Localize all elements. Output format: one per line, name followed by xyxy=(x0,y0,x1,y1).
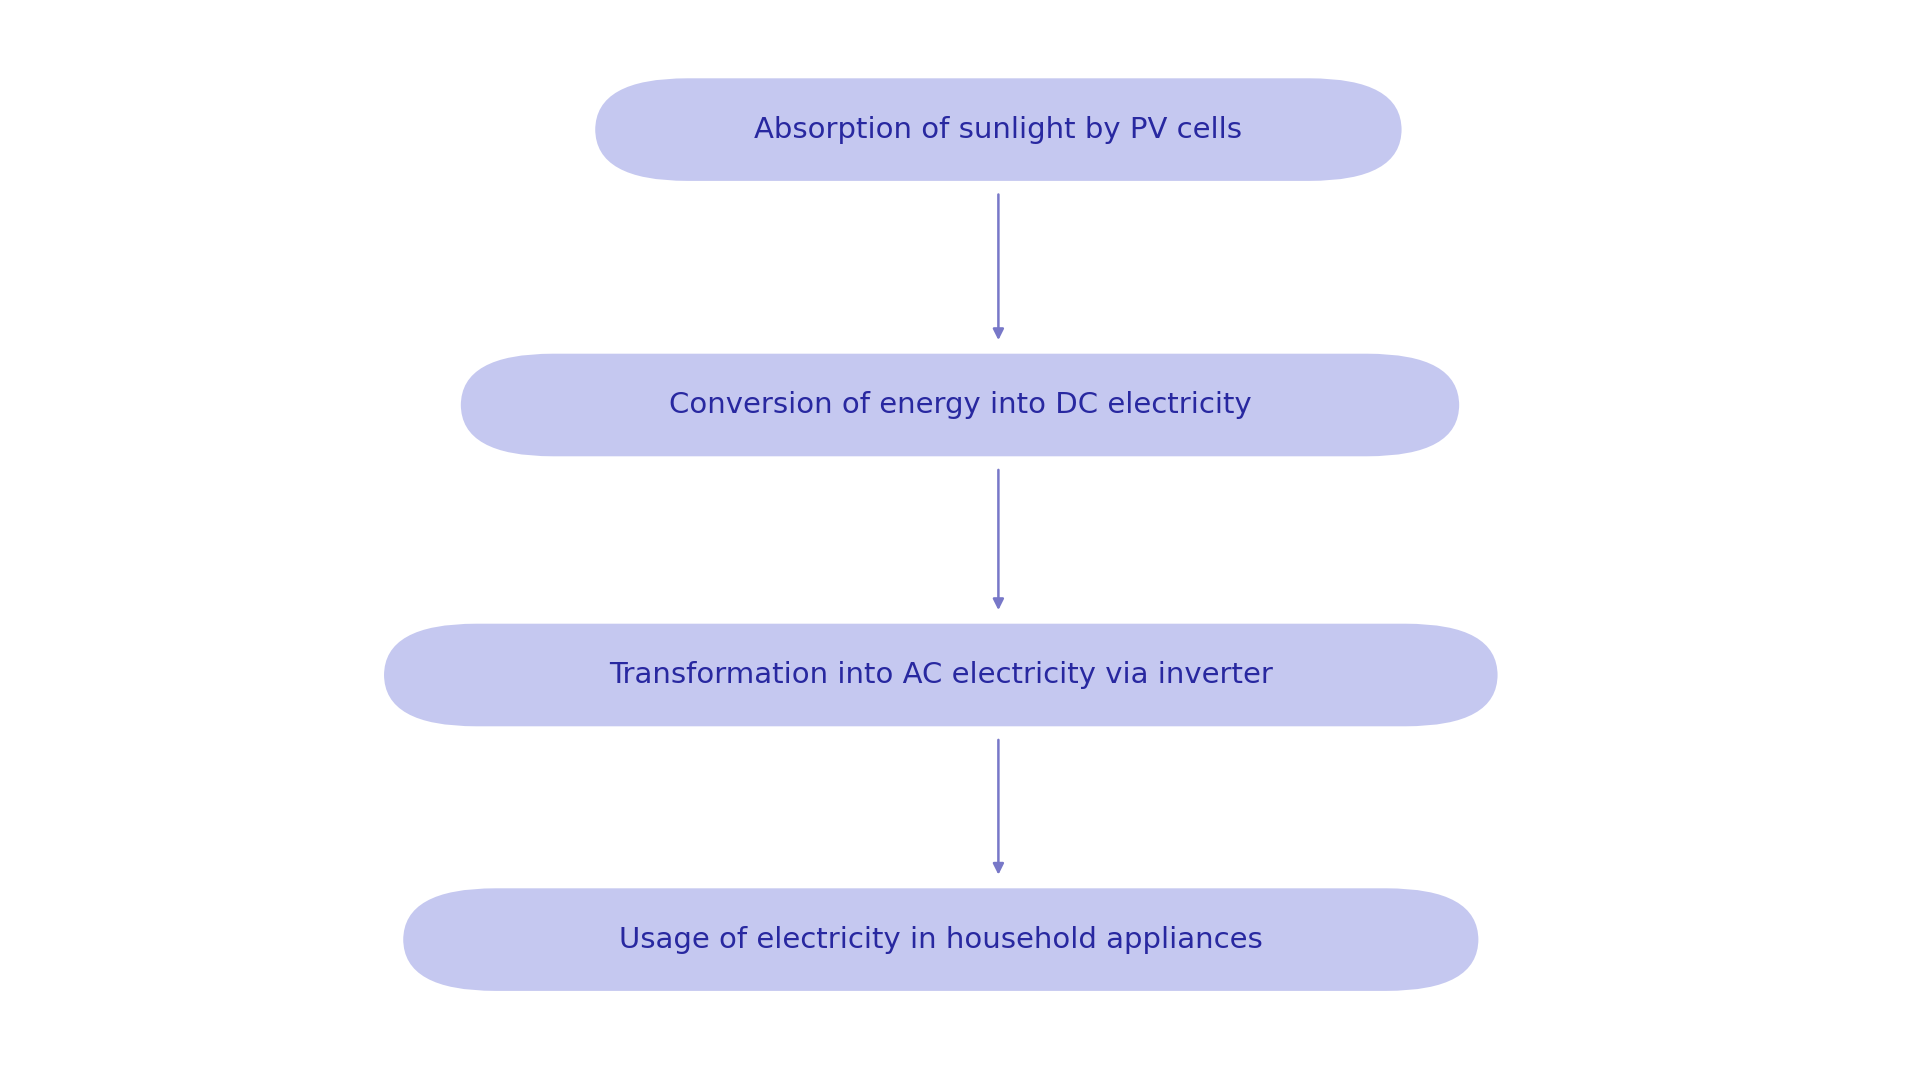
Text: Absorption of sunlight by PV cells: Absorption of sunlight by PV cells xyxy=(755,116,1242,144)
FancyBboxPatch shape xyxy=(403,888,1478,991)
FancyBboxPatch shape xyxy=(595,78,1402,180)
FancyBboxPatch shape xyxy=(461,354,1459,456)
Text: Transformation into AC electricity via inverter: Transformation into AC electricity via i… xyxy=(609,661,1273,689)
Text: Usage of electricity in household appliances: Usage of electricity in household applia… xyxy=(618,926,1263,954)
Text: Conversion of energy into DC electricity: Conversion of energy into DC electricity xyxy=(668,391,1252,419)
FancyBboxPatch shape xyxy=(384,623,1498,726)
